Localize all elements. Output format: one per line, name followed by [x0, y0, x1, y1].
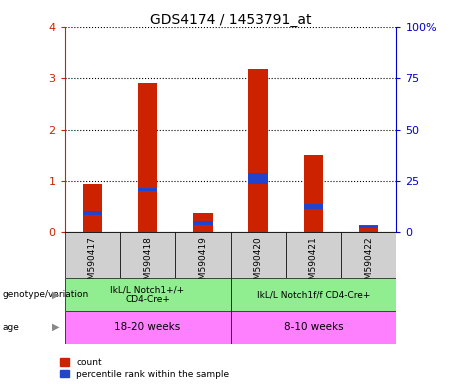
Text: GSM590418: GSM590418	[143, 236, 152, 291]
Bar	[138, 83, 157, 232]
Bar	[304, 155, 323, 232]
Bar	[193, 213, 213, 232]
Bar	[230, 278, 396, 311]
Bar	[65, 278, 230, 311]
Text: GSM590420: GSM590420	[254, 236, 263, 291]
Text: 18-20 weeks: 18-20 weeks	[114, 322, 181, 333]
Text: 8-10 weeks: 8-10 weeks	[284, 322, 343, 333]
Text: GSM590421: GSM590421	[309, 236, 318, 291]
Text: GSM590419: GSM590419	[198, 236, 207, 291]
Bar	[83, 211, 102, 215]
Bar	[65, 311, 230, 344]
Text: ▶: ▶	[52, 290, 59, 300]
Text: GDS4174 / 1453791_at: GDS4174 / 1453791_at	[150, 13, 311, 27]
Bar	[175, 232, 230, 278]
Bar	[120, 232, 175, 278]
Text: ▶: ▶	[52, 322, 59, 332]
Text: GSM590417: GSM590417	[88, 236, 97, 291]
Bar	[286, 232, 341, 278]
Text: GSM590422: GSM590422	[364, 236, 373, 291]
Text: age: age	[2, 323, 19, 332]
Bar	[341, 232, 396, 278]
Text: IkL/L Notch1+/+
CD4-Cre+: IkL/L Notch1+/+ CD4-Cre+	[111, 285, 184, 305]
Bar	[230, 311, 396, 344]
Bar	[230, 232, 286, 278]
Bar	[248, 69, 268, 232]
Bar	[359, 225, 378, 232]
Text: IkL/L Notch1f/f CD4-Cre+: IkL/L Notch1f/f CD4-Cre+	[257, 290, 370, 299]
Bar	[359, 226, 378, 228]
Bar	[83, 184, 102, 232]
Bar	[138, 188, 157, 191]
Legend: count, percentile rank within the sample: count, percentile rank within the sample	[60, 358, 229, 379]
Text: genotype/variation: genotype/variation	[2, 290, 89, 300]
Bar	[193, 220, 213, 225]
Bar	[304, 204, 323, 209]
Bar	[65, 232, 120, 278]
Bar	[248, 173, 268, 184]
